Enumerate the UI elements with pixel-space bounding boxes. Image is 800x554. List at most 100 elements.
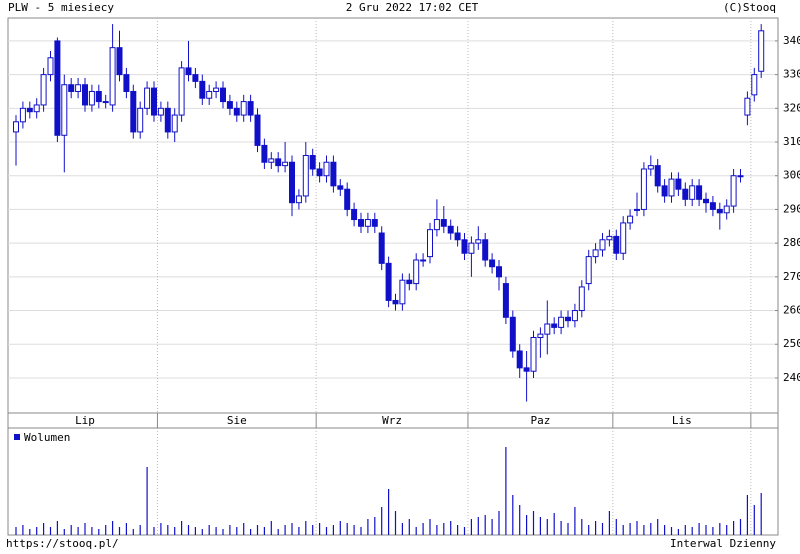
- candle-body: [247, 101, 254, 116]
- y-tick-label: 240: [783, 371, 800, 384]
- candle-body: [578, 286, 585, 312]
- candle-body: [716, 208, 723, 214]
- volume-legend-swatch: [14, 434, 20, 440]
- candle-body: [489, 259, 496, 268]
- candle-body: [54, 40, 61, 136]
- candle-body: [689, 185, 696, 200]
- volume-legend: Wolumen: [24, 431, 70, 444]
- candle-body: [295, 195, 302, 204]
- y-tick-label: 290: [783, 202, 800, 215]
- candle-body: [151, 87, 157, 116]
- candle-body: [640, 168, 647, 210]
- candle-body: [240, 101, 247, 116]
- candle-body: [40, 74, 47, 106]
- candle-body: [647, 165, 654, 170]
- candle-body: [358, 219, 364, 227]
- candle-body: [171, 114, 178, 133]
- candle-body: [261, 144, 268, 163]
- candle-body: [13, 121, 19, 133]
- candle-body: [751, 74, 758, 96]
- candle-body: [309, 155, 316, 170]
- candle-body: [509, 316, 516, 352]
- candle-body: [420, 259, 427, 262]
- y-tick-label: 320: [783, 101, 800, 114]
- candle-body: [19, 107, 26, 123]
- volume-frame: [7, 427, 779, 536]
- candle-body: [447, 225, 454, 234]
- x-tick-label: Sie: [227, 414, 247, 427]
- candle-body: [620, 222, 627, 254]
- candle-body: [661, 185, 668, 197]
- candle-body: [302, 155, 309, 197]
- candle-body: [565, 316, 571, 322]
- y-tick-label: 310: [783, 135, 800, 148]
- candle-body: [378, 232, 385, 264]
- candle-body: [668, 178, 675, 197]
- candle-body: [399, 279, 406, 305]
- y-tick-label: 270: [783, 270, 800, 283]
- candle-body: [213, 87, 220, 92]
- candle-body: [351, 208, 358, 221]
- candle-body: [323, 161, 330, 177]
- x-tick-label: Lip: [75, 414, 95, 427]
- candle-body: [282, 161, 289, 167]
- candle-body: [371, 219, 378, 227]
- candle-body: [116, 47, 123, 76]
- candle-body: [427, 229, 433, 258]
- chart-title: PLW - 5 miesiecy: [8, 1, 114, 14]
- candle-body: [164, 107, 171, 133]
- candle-body: [627, 215, 634, 224]
- candle-body: [634, 208, 640, 211]
- candle-body: [613, 235, 620, 254]
- x-tick-label: Wrz: [382, 414, 402, 427]
- candle-body: [585, 256, 592, 285]
- candle-body: [461, 239, 468, 254]
- y-tick-label: 340: [783, 34, 800, 47]
- candle-body: [75, 84, 82, 92]
- candle-body: [406, 279, 413, 285]
- candle-body: [530, 337, 537, 372]
- x-tick-label: Paz: [530, 414, 550, 427]
- candle-body: [185, 67, 192, 76]
- candle-body: [516, 350, 523, 369]
- candle-body: [82, 84, 88, 106]
- candle-body: [254, 114, 261, 146]
- candle-body: [199, 80, 206, 99]
- candle-body: [337, 185, 344, 190]
- candle-body: [102, 101, 109, 104]
- candle-body: [744, 97, 751, 116]
- y-tick-label: 260: [783, 304, 800, 317]
- candle-body: [413, 259, 420, 285]
- candle-body: [703, 198, 709, 204]
- candle-body: [220, 87, 226, 103]
- y-tick-label: 300: [783, 169, 800, 182]
- candle-body: [137, 107, 144, 133]
- candle-body: [109, 47, 116, 106]
- candle-body: [144, 87, 151, 109]
- copyright: (C)Stooq: [723, 1, 776, 14]
- candle-body: [344, 188, 351, 210]
- candle-body: [496, 266, 502, 278]
- candle-body: [364, 219, 371, 227]
- candle-body: [123, 74, 130, 92]
- candle-body: [226, 101, 233, 109]
- candle-body: [571, 310, 578, 322]
- candle-body: [723, 205, 730, 214]
- candle-body: [95, 90, 102, 103]
- candle-body: [475, 239, 482, 244]
- y-tick-label: 330: [783, 68, 800, 81]
- candle-body: [33, 104, 40, 113]
- candle-body: [275, 158, 282, 167]
- candle-body: [537, 333, 544, 339]
- candle-body: [392, 299, 399, 305]
- candle-body: [551, 323, 558, 328]
- candle-body: [433, 219, 440, 231]
- candle-body: [730, 175, 737, 207]
- candle-body: [316, 168, 323, 177]
- timestamp: 2 Gru 2022 17:02 CET: [346, 1, 479, 14]
- candle-body: [592, 249, 599, 258]
- candle-body: [737, 175, 744, 178]
